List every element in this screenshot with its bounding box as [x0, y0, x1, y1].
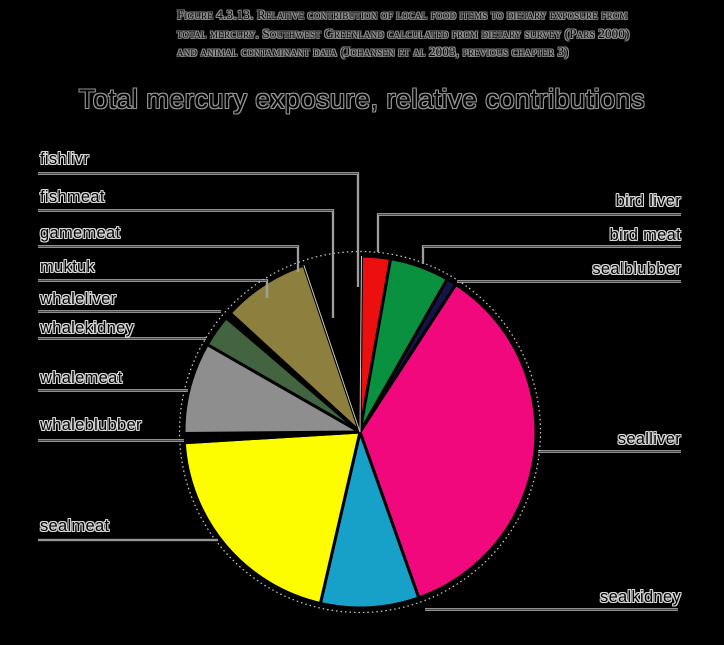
leader-line-core-bird-liver	[377, 214, 681, 252]
leader-line-core-fishlivr	[38, 173, 359, 287]
slice-label-sealmeat: sealmeat	[40, 517, 110, 535]
chart-title: Total mercury exposure, relative contrib…	[78, 84, 646, 114]
slice-label-whaleliver: whaleliver	[40, 290, 117, 308]
slice-label-bird-liver: bird liver	[615, 192, 681, 210]
leader-line-core-gamemeat	[38, 246, 299, 272]
slice-edge-halo	[303, 265, 361, 433]
caption-line-1: Figure 4.3.13. Relative contribution of …	[177, 7, 628, 22]
slice-label-muktuk: muktuk	[40, 258, 95, 276]
pie-slice-muktuk	[228, 263, 362, 434]
slice-label-whalekidney: whalekidney	[40, 319, 135, 337]
leader-line-core-muktuk	[38, 280, 268, 298]
slice-edge-halo	[359, 255, 362, 433]
slice-label-fishlivr: fishlivr	[40, 150, 90, 168]
pie-slice-whalemeat	[182, 343, 362, 435]
pie-slice-sealkidney	[318, 430, 421, 610]
slice-label-sealblubber: sealblubber	[592, 260, 681, 278]
leader-line-core-fishmeat	[38, 210, 334, 318]
pie-slice-sealmeat	[182, 430, 362, 605]
pie-outline-ring	[179, 251, 541, 613]
slice-label-gamemeat: gamemeat	[40, 224, 121, 242]
figure-caption: Figure 4.3.13. Relative contribution of …	[177, 6, 724, 62]
slice-label-whalemeat: whalemeat	[40, 369, 123, 387]
slice-label-bird-meat: bird meat	[609, 226, 681, 244]
caption-line-2: total mercury. Southwest Greenland calcu…	[177, 25, 630, 41]
slice-label-whaleblubber: whaleblubber	[40, 416, 142, 434]
caption-line-3: and animal contaminant data (Johansen et…	[177, 44, 569, 59]
pie-dotted-rim	[178, 250, 542, 614]
slice-label-sealkidney: sealkidney	[600, 588, 681, 606]
leader-line-core-bird-meat	[422, 246, 681, 264]
slice-label-fishmeat: fishmeat	[40, 188, 105, 206]
pie-slice-sealliver	[358, 282, 538, 600]
slice-label-sealliver: sealliver	[617, 430, 681, 448]
